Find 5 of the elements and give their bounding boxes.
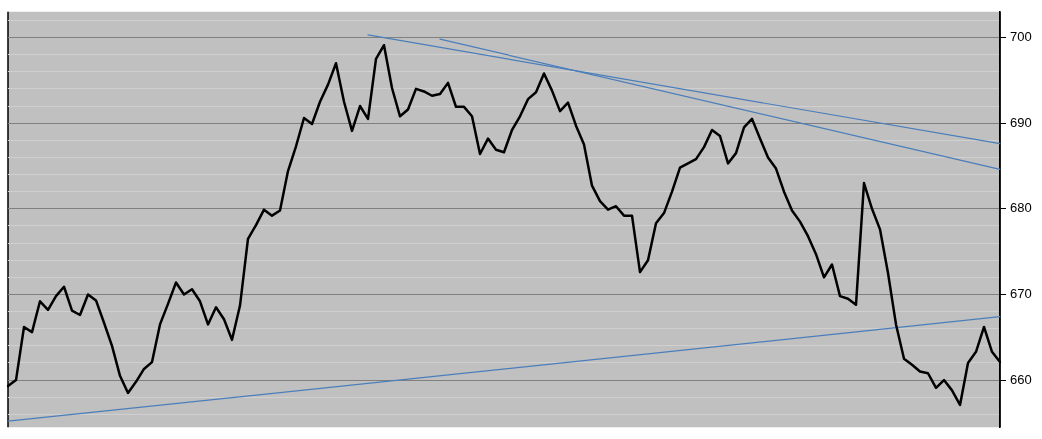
y-tick-label: 680 [1010, 200, 1032, 216]
y-tick-label: 700 [1010, 29, 1032, 45]
y-tick-label: 690 [1010, 114, 1032, 130]
y-tick-label: 670 [1010, 286, 1032, 302]
y-tick-label: 660 [1010, 371, 1032, 387]
